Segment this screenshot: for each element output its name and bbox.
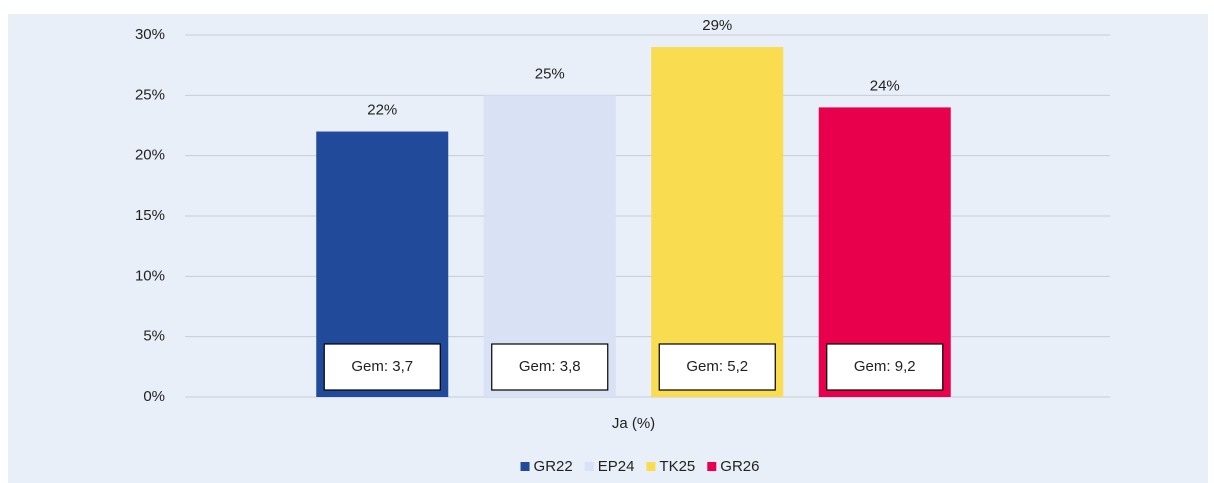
note-box [826,343,944,391]
y-tick-label: 0% [143,388,165,405]
x-tick-label: Ja (%) [612,415,655,432]
legend-label: EP24 [598,458,635,475]
note-box [323,343,441,391]
bar [651,47,784,398]
legend-label: GR26 [720,458,759,475]
y-tick-label: 25% [135,86,165,103]
y-tick-label: 30% [135,26,165,43]
legend-label: GR22 [534,458,573,475]
value-label: 25% [535,65,565,82]
legend-swatch [520,462,530,471]
legend-swatch [707,462,717,471]
value-label: 22% [367,102,397,119]
note: Gem: 9,2 [854,358,916,375]
value-label: 29% [702,17,732,34]
y-tick-label: 20% [135,147,165,164]
note: Gem: 5,2 [686,358,748,375]
value-label: 24% [870,77,900,94]
note-box [491,343,609,391]
note: Gem: 3,8 [519,358,581,375]
note-box [658,343,776,391]
legend-swatch [646,462,656,471]
legend-label: TK25 [659,458,695,475]
note: Gem: 3,7 [351,358,413,375]
y-tick-label: 10% [135,267,165,284]
y-tick-label: 5% [143,328,165,345]
legend-swatch [584,462,594,471]
y-tick-label: 15% [135,207,165,224]
